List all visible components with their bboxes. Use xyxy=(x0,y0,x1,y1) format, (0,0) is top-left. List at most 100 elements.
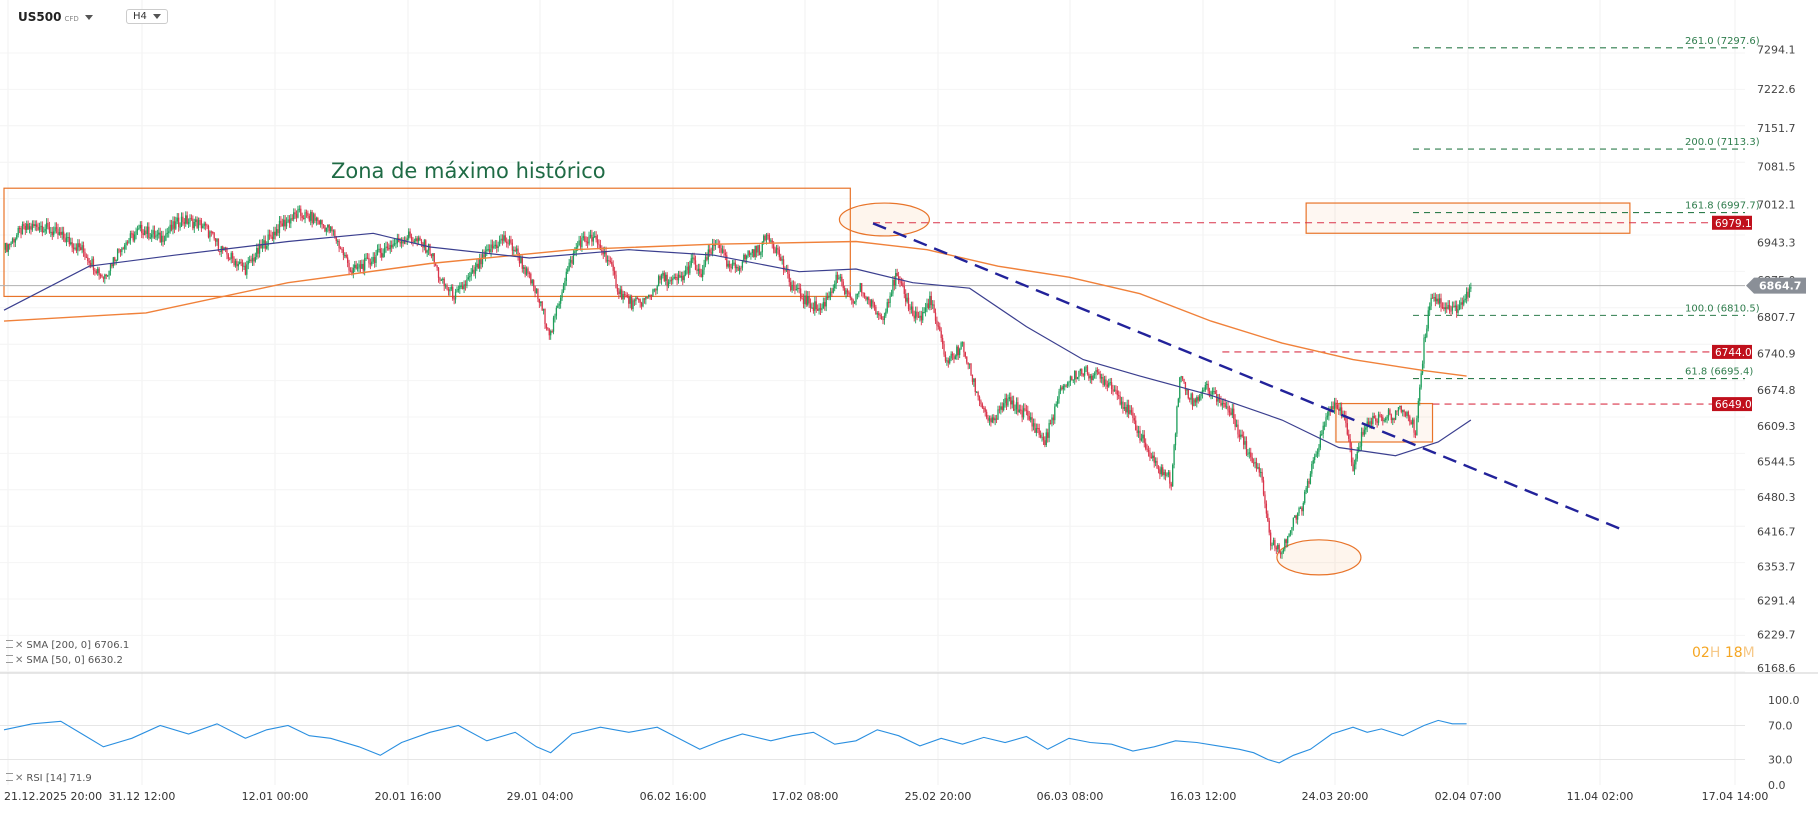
candle-body xyxy=(275,229,278,236)
candle-body xyxy=(231,253,234,259)
candle-body xyxy=(558,303,560,306)
candle-body xyxy=(1071,376,1073,380)
indicator-sma50[interactable]: ✕ SMA [50, 0] 6630.2 xyxy=(6,655,123,666)
rsi-tick-label: 100.0 xyxy=(1768,694,1800,707)
candle-body xyxy=(760,252,762,256)
candle-body xyxy=(1201,390,1204,394)
candle-body xyxy=(1072,379,1074,381)
candle-body xyxy=(247,260,249,265)
candle-body xyxy=(28,226,31,230)
candle-body xyxy=(107,275,109,277)
candle-body xyxy=(128,240,130,243)
candle-body xyxy=(694,260,697,270)
candle-body xyxy=(481,254,484,265)
settings-icon[interactable] xyxy=(6,640,13,648)
candle-body xyxy=(700,273,702,278)
candle-body xyxy=(1325,417,1327,426)
candle-body xyxy=(690,258,692,266)
candle-body xyxy=(1340,407,1343,417)
candle-body xyxy=(1271,545,1273,547)
candle-body xyxy=(825,296,827,307)
candle-body xyxy=(696,269,698,271)
close-icon[interactable]: ✕ xyxy=(15,773,24,784)
candle-body xyxy=(1118,395,1120,397)
candle-body xyxy=(518,255,521,264)
candle-body xyxy=(139,224,141,229)
settings-icon[interactable] xyxy=(6,655,13,663)
candle-body xyxy=(443,278,445,287)
candle-body xyxy=(1243,436,1245,445)
candle-body xyxy=(1456,305,1458,313)
candle-body xyxy=(281,223,283,227)
candle-body xyxy=(873,303,876,307)
candle-body xyxy=(1278,544,1280,553)
candle-body xyxy=(1055,404,1057,407)
candle-body xyxy=(307,212,309,216)
candle-body xyxy=(672,278,674,281)
candle-body xyxy=(393,243,396,245)
candle-body xyxy=(351,270,353,274)
price-tick-label: 6291.4 xyxy=(1757,595,1796,608)
candle-body xyxy=(1096,370,1099,372)
candle-body xyxy=(341,249,343,251)
candle-body xyxy=(115,260,117,262)
time-tick-label: 21.12.2025 20:00 xyxy=(4,790,102,803)
timeframe-selector[interactable]: H4 xyxy=(126,9,168,24)
highlight-ellipse xyxy=(838,202,931,237)
candle-body xyxy=(868,297,870,301)
candle-body xyxy=(244,265,247,275)
candle-body xyxy=(1296,513,1299,520)
candle-body xyxy=(812,307,815,311)
candle-body xyxy=(189,217,191,223)
candle-body xyxy=(510,239,512,243)
instrument-type: CFD xyxy=(64,15,79,23)
candle-body xyxy=(1173,445,1175,465)
close-icon[interactable]: ✕ xyxy=(15,655,24,666)
candle-body xyxy=(1244,441,1246,445)
candle-body xyxy=(1098,371,1100,374)
candle-body xyxy=(701,269,704,278)
candle-body xyxy=(488,249,491,253)
candle-body xyxy=(602,251,604,255)
candle-body xyxy=(202,225,204,229)
candle-body xyxy=(48,226,51,233)
sma50-value: 6630.2 xyxy=(87,655,123,666)
indicator-rsi[interactable]: ✕ RSI [14] 71.9 xyxy=(6,773,92,784)
candle-body xyxy=(233,258,235,266)
candle-body xyxy=(358,264,360,268)
candle-body xyxy=(53,231,55,236)
candle-body xyxy=(1237,424,1239,435)
candle-body xyxy=(477,263,479,269)
candle-body xyxy=(483,254,485,258)
candle-body xyxy=(1268,520,1270,533)
candle-body xyxy=(636,297,638,300)
candle-body xyxy=(334,230,336,238)
candle-body xyxy=(503,235,505,241)
price-tag: 6979.1 xyxy=(1712,215,1752,230)
candle-body xyxy=(933,304,935,313)
candle-body xyxy=(391,245,393,248)
candle-body xyxy=(1176,406,1178,434)
candle-body xyxy=(1109,382,1111,384)
candle-body xyxy=(209,231,211,238)
candle-body xyxy=(535,288,538,294)
candle-body xyxy=(239,261,241,265)
close-icon[interactable]: ✕ xyxy=(15,640,24,651)
candle-body xyxy=(399,241,401,244)
candle-body xyxy=(1389,409,1391,415)
indicator-sma200[interactable]: ✕ SMA [200, 0] 6706.1 xyxy=(6,640,129,651)
time-tick-label: 17.02 08:00 xyxy=(772,790,839,803)
candle-body xyxy=(308,215,310,221)
candle-body xyxy=(533,280,535,287)
candle-body xyxy=(788,274,790,283)
candle-body xyxy=(799,288,802,299)
symbol-selector[interactable]: US500 CFD xyxy=(18,10,93,24)
candle-body xyxy=(45,222,48,229)
candle-body xyxy=(1267,513,1269,521)
settings-icon[interactable] xyxy=(6,773,13,781)
candle-body xyxy=(196,219,198,228)
candle-body xyxy=(471,269,474,273)
candle-body xyxy=(1091,375,1093,381)
fib-level-label: 100.0 (6810.5) xyxy=(1685,303,1760,314)
